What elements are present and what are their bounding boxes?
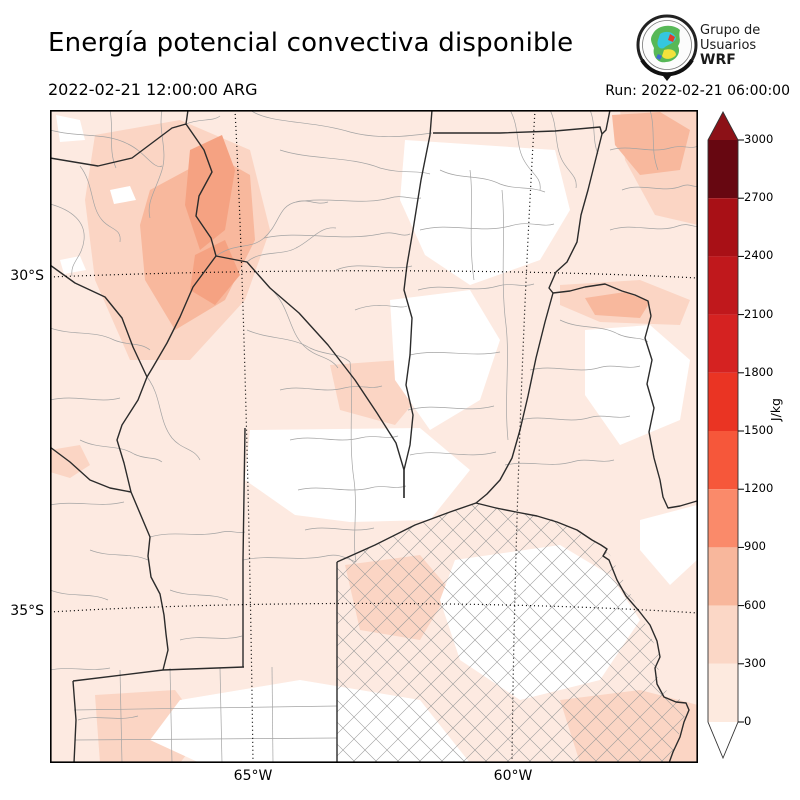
colorbar-tick-label: 2700: [744, 190, 774, 204]
colorbar-tick-label: 1800: [744, 365, 774, 379]
colorbar-tick-label: 300: [744, 656, 766, 670]
gridlines: [50, 110, 698, 763]
run-time-label: Run: 2022-02-21 06:00:00: [605, 83, 790, 99]
colorbar-tick-label: 900: [744, 539, 766, 553]
colorbar-tick-label: 2400: [744, 248, 774, 262]
cape-map: [50, 110, 698, 763]
colorbar-seg: [708, 663, 738, 722]
colorbar-unit-label: J/kg: [768, 398, 783, 422]
colorbar-tick-label: 3000: [744, 132, 774, 146]
lat-label-30s: 30°S: [10, 268, 44, 284]
colorbar-seg: [708, 140, 738, 199]
colorbar-seg: [708, 256, 738, 315]
colorbar-seg: [708, 314, 738, 373]
lon-label-60w: 60°W: [493, 768, 533, 784]
logo-text: Grupo de Usuarios WRF: [700, 23, 760, 68]
colorbar: [707, 111, 744, 760]
colorbar-seg: [708, 372, 738, 431]
colorbar-tick-label: 1200: [744, 481, 774, 495]
wrf-users-group-logo-icon: [636, 14, 698, 81]
logo-line-3: WRF: [700, 52, 736, 68]
cape-shading: [50, 110, 698, 763]
logo-line-2: Usuarios: [700, 38, 757, 53]
colorbar-tick-label: 600: [744, 598, 766, 612]
lon-label-65w: 65°W: [233, 768, 273, 784]
map-border: [50, 110, 698, 763]
colorbar-over-arrow: [708, 112, 738, 140]
colorbar-under-arrow: [708, 722, 738, 758]
colorbar-seg: [708, 547, 738, 606]
colorbar-tick-label: 1500: [744, 423, 774, 437]
logo-line-1: Grupo de: [700, 23, 761, 38]
colorbar-seg: [708, 198, 738, 257]
valid-time-label: 2022-02-21 12:00:00 ARG: [48, 80, 258, 99]
colorbar-seg: [708, 489, 738, 548]
colorbar-tickmarks: [738, 139, 744, 723]
department-borders: [50, 110, 698, 763]
province-borders: [50, 110, 698, 763]
page-title: Energía potencial convectiva disponible: [48, 28, 574, 58]
colorbar-seg: [708, 431, 738, 490]
colorbar-tick-label: 0: [744, 714, 752, 728]
lat-label-35s: 35°S: [10, 603, 44, 619]
colorbar-seg: [708, 605, 738, 664]
colorbar-tick-label: 2100: [744, 307, 774, 321]
